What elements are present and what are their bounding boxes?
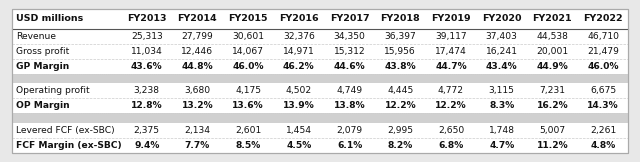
Text: 13.9%: 13.9% xyxy=(283,101,315,110)
Bar xyxy=(12,9,628,153)
Text: 3,238: 3,238 xyxy=(134,86,160,95)
Text: FY2016: FY2016 xyxy=(279,14,319,23)
Text: 11.2%: 11.2% xyxy=(536,141,568,150)
Text: 13.6%: 13.6% xyxy=(232,101,264,110)
Text: 44.7%: 44.7% xyxy=(435,62,467,71)
Text: 14,971: 14,971 xyxy=(283,46,315,56)
Text: 4.8%: 4.8% xyxy=(591,141,616,150)
Text: FY2017: FY2017 xyxy=(330,14,369,23)
Text: 43.4%: 43.4% xyxy=(486,62,518,71)
Text: Gross profit: Gross profit xyxy=(17,46,70,56)
Text: 2,375: 2,375 xyxy=(134,126,160,135)
Text: 7,231: 7,231 xyxy=(540,86,565,95)
Text: FY2015: FY2015 xyxy=(228,14,268,23)
Text: 21,479: 21,479 xyxy=(587,46,619,56)
Text: 4,445: 4,445 xyxy=(387,86,413,95)
Text: 12.2%: 12.2% xyxy=(435,101,467,110)
Text: 12,446: 12,446 xyxy=(181,46,214,56)
Text: 25,313: 25,313 xyxy=(131,32,163,40)
Text: 17,474: 17,474 xyxy=(435,46,467,56)
Text: 6.8%: 6.8% xyxy=(438,141,463,150)
Text: FY2021: FY2021 xyxy=(532,14,572,23)
Text: OP Margin: OP Margin xyxy=(17,101,70,110)
Text: 44.6%: 44.6% xyxy=(333,62,365,71)
Text: 46,710: 46,710 xyxy=(587,32,619,40)
Text: 36,397: 36,397 xyxy=(385,32,416,40)
Text: FY2022: FY2022 xyxy=(583,14,623,23)
Text: 44,538: 44,538 xyxy=(536,32,568,40)
Text: 14,067: 14,067 xyxy=(232,46,264,56)
Text: 44.8%: 44.8% xyxy=(182,62,213,71)
Text: FY2019: FY2019 xyxy=(431,14,471,23)
Text: 43.8%: 43.8% xyxy=(385,62,416,71)
Text: 2,995: 2,995 xyxy=(387,126,413,135)
Text: Levered FCF (ex-SBC): Levered FCF (ex-SBC) xyxy=(17,126,115,135)
Text: 12.8%: 12.8% xyxy=(131,101,163,110)
Text: 4.7%: 4.7% xyxy=(489,141,515,150)
Text: 46.0%: 46.0% xyxy=(232,62,264,71)
Text: 15,312: 15,312 xyxy=(333,46,365,56)
Text: 37,403: 37,403 xyxy=(486,32,518,40)
Text: 16.2%: 16.2% xyxy=(536,101,568,110)
Text: FY2014: FY2014 xyxy=(177,14,217,23)
Text: 4,175: 4,175 xyxy=(235,86,261,95)
Text: 8.5%: 8.5% xyxy=(236,141,260,150)
Text: 4.5%: 4.5% xyxy=(286,141,312,150)
Text: 8.3%: 8.3% xyxy=(489,101,515,110)
Text: 2,650: 2,650 xyxy=(438,126,464,135)
Text: 46.0%: 46.0% xyxy=(588,62,619,71)
Text: 6.1%: 6.1% xyxy=(337,141,362,150)
Text: 3,115: 3,115 xyxy=(489,86,515,95)
Text: 34,350: 34,350 xyxy=(333,32,365,40)
Text: 27,799: 27,799 xyxy=(182,32,213,40)
Text: 6,675: 6,675 xyxy=(590,86,616,95)
Text: 8.2%: 8.2% xyxy=(388,141,413,150)
Text: 3,680: 3,680 xyxy=(184,86,211,95)
Text: 14.3%: 14.3% xyxy=(588,101,619,110)
Text: 32,376: 32,376 xyxy=(283,32,315,40)
Text: FY2020: FY2020 xyxy=(482,14,522,23)
Text: FCF Margin (ex-SBC): FCF Margin (ex-SBC) xyxy=(17,141,122,150)
Text: 2,134: 2,134 xyxy=(184,126,211,135)
Text: 4,749: 4,749 xyxy=(337,86,363,95)
Text: 1,454: 1,454 xyxy=(286,126,312,135)
Bar xyxy=(12,113,628,123)
Text: 9.4%: 9.4% xyxy=(134,141,159,150)
Text: 2,079: 2,079 xyxy=(337,126,363,135)
Text: 5,007: 5,007 xyxy=(540,126,566,135)
Bar xyxy=(12,9,628,153)
Text: 16,241: 16,241 xyxy=(486,46,518,56)
Text: 13.2%: 13.2% xyxy=(182,101,213,110)
Bar xyxy=(12,74,628,83)
Text: 46.2%: 46.2% xyxy=(283,62,315,71)
Text: 13.8%: 13.8% xyxy=(333,101,365,110)
Text: 4,772: 4,772 xyxy=(438,86,464,95)
Text: 7.7%: 7.7% xyxy=(185,141,210,150)
Text: Operating profit: Operating profit xyxy=(17,86,90,95)
Text: FY2018: FY2018 xyxy=(380,14,420,23)
Text: 1,748: 1,748 xyxy=(489,126,515,135)
Text: 39,117: 39,117 xyxy=(435,32,467,40)
Text: 2,261: 2,261 xyxy=(590,126,616,135)
Text: 44.9%: 44.9% xyxy=(536,62,568,71)
Text: Revenue: Revenue xyxy=(17,32,56,40)
Text: 11,034: 11,034 xyxy=(131,46,163,56)
Text: USD millions: USD millions xyxy=(17,14,84,23)
Text: 43.6%: 43.6% xyxy=(131,62,163,71)
Text: 4,502: 4,502 xyxy=(285,86,312,95)
Text: 30,601: 30,601 xyxy=(232,32,264,40)
Text: 20,001: 20,001 xyxy=(536,46,568,56)
Text: FY2013: FY2013 xyxy=(127,14,166,23)
Text: 2,601: 2,601 xyxy=(235,126,261,135)
Text: 12.2%: 12.2% xyxy=(385,101,416,110)
Text: 15,956: 15,956 xyxy=(385,46,416,56)
Text: GP Margin: GP Margin xyxy=(17,62,70,71)
